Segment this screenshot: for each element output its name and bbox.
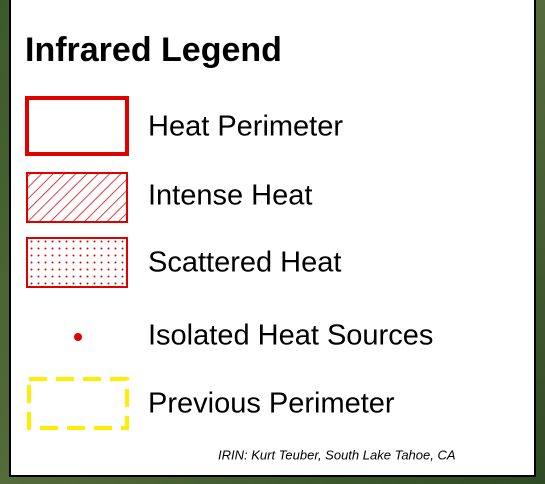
legend-title: Infrared Legend xyxy=(25,31,282,69)
legend-label: Scattered Heat xyxy=(148,247,341,279)
symbol-isolated-heat xyxy=(74,333,82,341)
credit: IRIN: Kurt Teuber, South Lake Tahoe, CA xyxy=(218,447,456,462)
legend-label: Isolated Heat Sources xyxy=(148,320,433,352)
symbol-scattered-heat xyxy=(27,238,127,287)
legend-label: Previous Perimeter xyxy=(148,388,395,420)
legend-label: Intense Heat xyxy=(148,180,312,212)
map-legend: Infrared Legend Heat Perimeter Intense H… xyxy=(0,0,545,484)
legend-label: Heat Perimeter xyxy=(148,111,343,143)
symbol-intense-heat xyxy=(27,173,127,222)
